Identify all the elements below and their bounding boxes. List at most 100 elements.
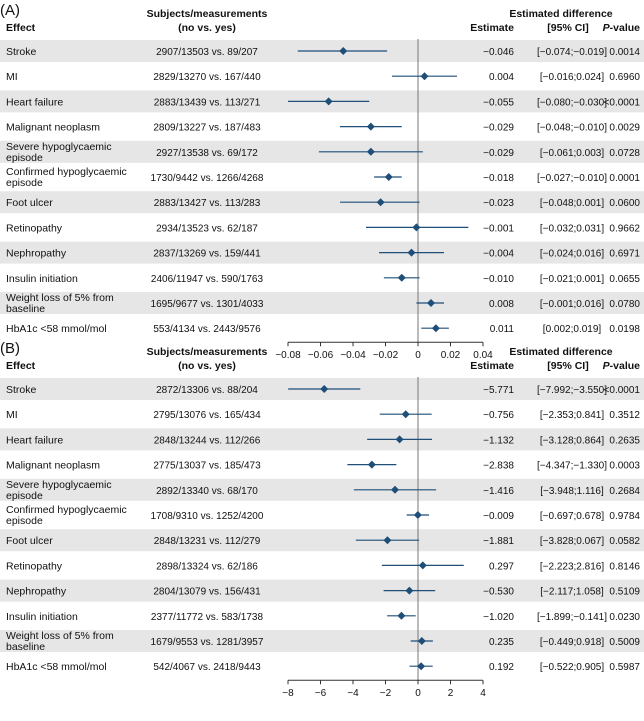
counts-cell: 1695/9677 vs. 1301/4033: [151, 299, 264, 310]
counts-cell: 2795/13076 vs. 165/434: [153, 410, 261, 421]
effect-label: Malignant neoplasm: [6, 460, 100, 472]
ci-cell: [−2.223;2.816]: [540, 561, 604, 572]
estimate-marker: [417, 662, 426, 671]
x-tick-label: −0.04: [340, 350, 366, 361]
effect-label: Nephropathy: [6, 586, 67, 598]
counts-cell: 2892/13340 vs. 68/170: [156, 486, 258, 497]
counts-cell: 2883/13427 vs. 113/283: [154, 198, 261, 209]
effect-label-line2: episode: [6, 515, 43, 527]
x-tick-label: 0: [415, 688, 421, 699]
estimate-marker: [339, 47, 348, 55]
effect-label: HbA1c <58 mmol/mol: [6, 323, 107, 335]
ci-cell: [−0.027;−0.010]: [537, 173, 607, 184]
pvalue-cell: 0.9662: [609, 223, 640, 234]
counts-cell: 1730/9442 vs. 1266/4268: [151, 173, 264, 184]
subjects-header: Subjects/measurements: [147, 346, 268, 358]
pvalue-header: P-value: [603, 360, 641, 372]
pvalue-cell: <0.0001: [604, 385, 641, 396]
estimate-cell: −0.001: [483, 223, 514, 234]
effect-label: Heart failure: [6, 434, 63, 446]
estimate-marker: [413, 511, 422, 519]
effect-label-line2: baseline: [6, 303, 45, 315]
effect-label: Stroke: [6, 384, 37, 396]
difference-header: Estimated difference: [509, 346, 612, 358]
x-tick-label: 0: [415, 350, 421, 361]
row-stripe: [0, 630, 644, 652]
pvalue-cell: 0.0003: [609, 461, 640, 472]
pvalue-cell: 0.5009: [609, 637, 640, 648]
estimate-cell: 0.008: [489, 299, 514, 310]
ci-cell: [−1.899;−0.141]: [537, 612, 607, 623]
effect-label: MI: [6, 71, 18, 83]
ci-cell: [−0.048;0.001]: [540, 198, 604, 209]
pvalue-cell: 0.0600: [609, 198, 640, 209]
subjects-subheader: (no vs. yes): [178, 360, 236, 372]
estimate-marker: [366, 122, 375, 131]
pvalue-cell: 0.2684: [609, 486, 640, 497]
counts-cell: 2804/13079 vs. 156/431: [153, 587, 261, 598]
counts-cell: 2775/13037 vs. 185/473: [153, 461, 261, 472]
counts-cell: 2377/11772 vs. 583/1738: [151, 612, 264, 623]
difference-header: Estimated difference: [509, 8, 612, 20]
estimate-cell: −0.010: [483, 274, 514, 285]
estimate-cell: −0.029: [483, 148, 514, 159]
effect-label: Stroke: [6, 46, 37, 58]
row-stripe: [0, 529, 644, 552]
ci-cell: [−0.080;−0.030]: [537, 97, 607, 108]
counts-cell: 2406/11947 vs. 590/1763: [151, 274, 264, 285]
effect-header: Effect: [6, 360, 36, 372]
estimate-cell: 0.235: [489, 637, 514, 648]
counts-cell: 553/4134 vs. 2443/9576: [153, 324, 261, 335]
row-stripe: [0, 579, 644, 602]
x-tick-label: −0.06: [308, 350, 334, 361]
effect-label-line2: episode: [6, 177, 43, 189]
effect-label: Nephropathy: [6, 248, 67, 260]
estimate-marker: [384, 173, 393, 181]
ci-header: [95% CI]: [547, 22, 588, 34]
estimate-cell: −5.771: [483, 385, 514, 396]
estimate-marker: [324, 97, 333, 106]
subjects-subheader: (no vs. yes): [178, 22, 236, 34]
counts-cell: 2809/13227 vs. 187/483: [153, 123, 261, 134]
estimate-marker: [397, 273, 406, 282]
estimate-marker: [366, 147, 375, 156]
effect-label: Retinopathy: [6, 222, 63, 234]
estimate-marker: [431, 324, 440, 333]
counts-cell: 2927/13538 vs. 69/172: [156, 148, 258, 159]
pvalue-cell: 0.9784: [609, 511, 640, 522]
estimate-cell: −1.881: [483, 536, 514, 547]
ci-cell: [−2.353;0.841]: [540, 410, 604, 421]
row-stripe: [0, 292, 644, 314]
counts-cell: 1708/9310 vs. 1252/4200: [151, 511, 264, 522]
counts-cell: 542/4067 vs. 2418/9443: [153, 662, 261, 673]
pvalue-header-rest: -value: [610, 360, 641, 372]
ci-cell: [−0.001;0.016]: [540, 299, 604, 310]
estimate-cell: 0.004: [489, 72, 514, 83]
estimate-marker: [401, 410, 410, 419]
estimate-marker: [367, 460, 376, 469]
counts-cell: 2848/13244 vs. 112/266: [154, 435, 261, 446]
ci-cell: [−3.828;0.067]: [540, 536, 604, 547]
estimate-cell: −0.756: [483, 410, 514, 421]
estimate-cell: 0.297: [489, 561, 514, 572]
pvalue-header-rest: -value: [610, 22, 641, 34]
effect-label: Insulin initiation: [6, 273, 78, 285]
effect-label-line2: episode: [6, 152, 43, 164]
estimate-marker: [412, 223, 421, 232]
x-tick-label: −0.08: [275, 350, 301, 361]
row-stripe: [0, 241, 644, 264]
effect-label: Insulin initiation: [6, 611, 78, 623]
ci-header: [95% CI]: [547, 360, 588, 372]
counts-cell: 2837/13269 vs. 159/441: [153, 249, 261, 260]
ci-cell: [−0.697;0.678]: [540, 511, 604, 522]
counts-cell: 2872/13306 vs. 88/204: [156, 385, 258, 396]
pvalue-header-italic: P: [603, 22, 611, 34]
x-tick-label: −8: [282, 688, 294, 699]
estimate-marker: [383, 536, 392, 545]
x-tick-label: −4: [347, 688, 359, 699]
pvalue-cell: 0.5109: [609, 587, 640, 598]
pvalue-cell: 0.3512: [609, 410, 640, 421]
estimate-header: Estimate: [470, 22, 514, 34]
estimate-marker: [407, 248, 416, 257]
estimate-cell: −0.018: [483, 173, 514, 184]
